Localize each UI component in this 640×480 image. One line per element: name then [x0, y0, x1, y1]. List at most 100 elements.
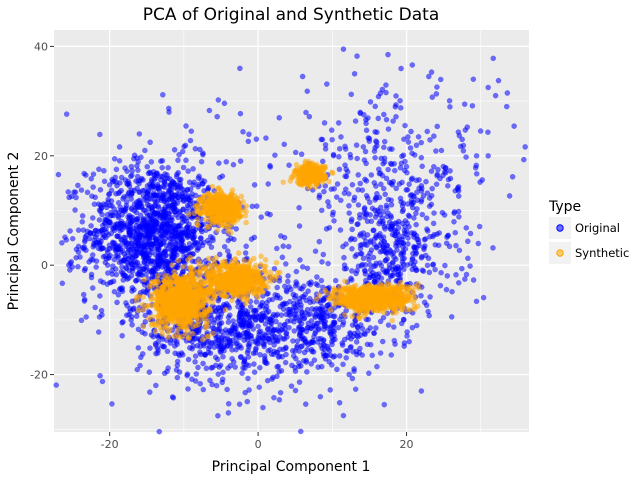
point-original	[215, 371, 222, 377]
point-original	[318, 311, 324, 318]
point-original	[166, 109, 172, 115]
point-original	[145, 170, 152, 177]
point-original	[311, 333, 317, 340]
point-synthetic	[210, 330, 216, 337]
point-original	[260, 404, 266, 411]
point-original	[477, 128, 484, 134]
point-original	[404, 329, 410, 335]
point-original	[495, 77, 502, 84]
point-original	[192, 359, 198, 365]
point-original	[133, 278, 139, 284]
point-original	[353, 339, 360, 345]
point-synthetic	[280, 179, 287, 185]
point-original	[159, 224, 165, 231]
point-original	[463, 225, 470, 231]
point-original	[174, 232, 181, 238]
point-original	[266, 319, 273, 325]
point-synthetic	[135, 307, 142, 314]
point-original	[378, 155, 385, 162]
point-original	[355, 202, 362, 208]
point-original	[423, 178, 429, 185]
point-original	[112, 174, 119, 181]
point-original	[378, 262, 385, 269]
point-original	[67, 267, 73, 273]
point-original	[75, 227, 82, 233]
point-original	[299, 343, 305, 349]
point-synthetic	[140, 323, 147, 330]
point-original	[139, 329, 145, 335]
point-original	[159, 91, 166, 98]
point-original	[374, 142, 380, 149]
point-original	[198, 158, 205, 165]
point-original	[427, 294, 433, 300]
point-original	[264, 210, 271, 217]
point-original	[124, 168, 130, 174]
point-synthetic	[307, 171, 314, 177]
point-original	[114, 233, 121, 240]
point-original	[409, 266, 416, 273]
point-synthetic	[159, 308, 165, 315]
point-original	[206, 107, 213, 114]
point-original	[183, 157, 189, 164]
point-original	[422, 236, 429, 242]
point-original	[207, 350, 214, 357]
point-original	[237, 65, 243, 72]
point-original	[385, 51, 391, 58]
point-original	[325, 260, 331, 267]
point-original	[211, 325, 217, 332]
point-original	[214, 356, 221, 363]
point-original	[225, 400, 232, 407]
point-original	[340, 243, 346, 250]
point-original	[104, 247, 110, 253]
point-original	[144, 232, 151, 239]
point-original	[306, 113, 313, 120]
point-synthetic	[258, 253, 264, 260]
point-original	[181, 189, 188, 196]
point-original	[385, 166, 391, 173]
point-original	[408, 128, 414, 135]
point-original	[492, 92, 499, 99]
point-original	[154, 345, 161, 351]
point-original	[287, 312, 294, 318]
point-original	[383, 89, 389, 96]
point-original	[281, 283, 288, 290]
point-original	[457, 143, 464, 150]
point-synthetic	[185, 273, 192, 279]
point-original	[329, 212, 336, 218]
point-original	[115, 291, 122, 298]
point-synthetic	[214, 217, 220, 224]
point-original	[318, 319, 325, 325]
point-synthetic	[188, 266, 194, 272]
point-original	[297, 428, 304, 435]
point-original	[304, 88, 311, 95]
point-synthetic	[198, 287, 205, 293]
point-original	[98, 246, 104, 252]
point-original	[292, 387, 299, 394]
point-synthetic	[177, 302, 184, 309]
point-synthetic	[236, 203, 243, 209]
point-original	[434, 171, 441, 178]
point-original	[335, 324, 342, 331]
point-original	[163, 258, 169, 264]
point-original	[367, 341, 374, 348]
point-original	[62, 234, 68, 241]
point-synthetic	[230, 216, 237, 223]
point-original	[394, 220, 400, 227]
point-original	[347, 236, 354, 243]
point-original	[411, 230, 418, 236]
point-original	[373, 183, 379, 189]
point-synthetic	[215, 191, 222, 198]
point-original	[321, 188, 327, 195]
point-original	[383, 116, 390, 123]
point-original	[163, 265, 170, 272]
point-synthetic	[141, 276, 148, 283]
point-synthetic	[165, 334, 171, 341]
point-original	[373, 195, 380, 201]
point-synthetic	[199, 303, 206, 309]
point-original	[360, 144, 367, 150]
point-synthetic	[329, 169, 335, 175]
point-original	[258, 214, 264, 220]
point-original	[254, 203, 260, 209]
point-original	[391, 167, 398, 174]
point-original	[399, 208, 406, 215]
